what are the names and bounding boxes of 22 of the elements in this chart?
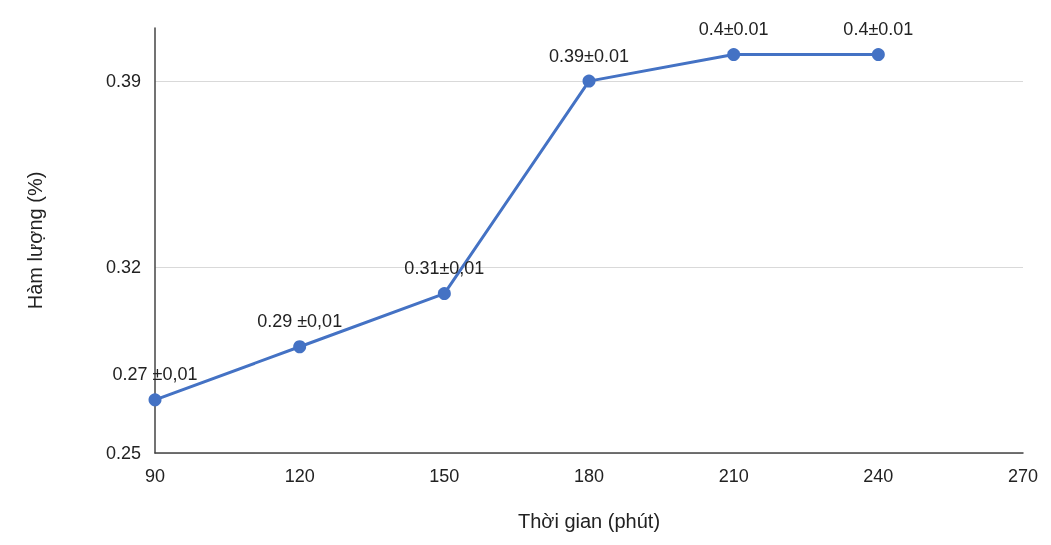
point (293, 340, 307, 354)
x-tick-label: 120 (284, 466, 315, 486)
y-tick-label: 0.39 (105, 71, 141, 92)
point (148, 393, 162, 407)
point (437, 287, 451, 301)
x-tick-label: 270 (1007, 466, 1039, 486)
y-axis-title: Hàm lượng (%) (24, 171, 46, 310)
data-label: 0.4±0.01 (843, 19, 914, 40)
point (871, 48, 885, 62)
y-tick-label: 0.25 (105, 443, 141, 463)
x-tick-label: 240 (863, 466, 894, 486)
data-label: 0.39±0.01 (549, 45, 629, 66)
x-tick-label: 90 (144, 466, 166, 486)
x-tick-label: 180 (573, 466, 605, 486)
point (727, 48, 741, 62)
x-tick-label: 210 (718, 466, 749, 486)
data-label: 0.4±0.01 (698, 19, 769, 40)
x-axis-title: Thời gian (phút) (517, 510, 661, 532)
x-tick-label: 150 (429, 466, 460, 486)
data-label: 0.29 ±0,01 (257, 311, 343, 332)
point (582, 74, 596, 88)
y-tick-label: 0.32 (105, 257, 141, 278)
